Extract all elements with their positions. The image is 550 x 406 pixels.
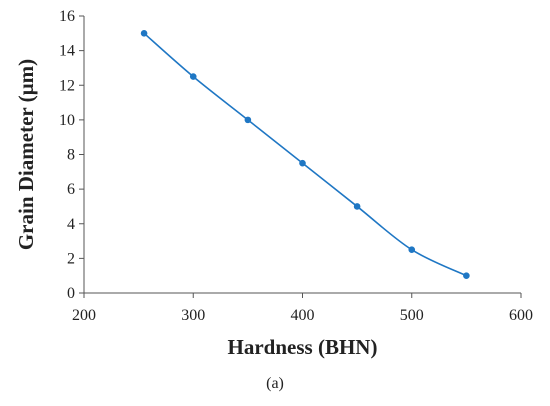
y-tick-label: 2: [67, 250, 75, 267]
x-tick-label: 500: [400, 307, 424, 324]
y-tick-label: 0: [67, 285, 75, 302]
x-tick-label: 400: [291, 307, 315, 324]
data-point: [408, 246, 416, 254]
y-tick-label: 8: [67, 147, 75, 164]
y-tick-label: 12: [59, 77, 75, 94]
x-tick-label: 200: [72, 307, 96, 324]
x-tick-label: 600: [509, 307, 533, 324]
data-point: [299, 159, 306, 167]
series-group: [140, 30, 470, 279]
y-tick-label: 6: [67, 181, 75, 198]
data-point: [463, 272, 470, 279]
y-tick-label: 14: [59, 43, 75, 60]
series-line: [143, 32, 467, 277]
data-point: [353, 203, 361, 210]
x-axis-ticks: 200 300 400 500 600: [72, 293, 533, 324]
data-point: [244, 116, 252, 124]
figure-caption: (a): [266, 375, 284, 392]
y-tick-label: 4: [67, 216, 75, 233]
y-tick-label: 10: [59, 112, 75, 129]
y-axis-ticks: 0 2 4 6 8 10 12 14 16: [59, 8, 84, 302]
data-point: [140, 30, 148, 37]
data-point: [189, 73, 197, 80]
y-axis-title: Grain Diameter (µm): [14, 59, 38, 250]
x-tick-label: 300: [181, 307, 205, 324]
y-tick-label: 16: [59, 8, 75, 25]
x-axis-title: Hardness (BHN): [228, 335, 378, 359]
